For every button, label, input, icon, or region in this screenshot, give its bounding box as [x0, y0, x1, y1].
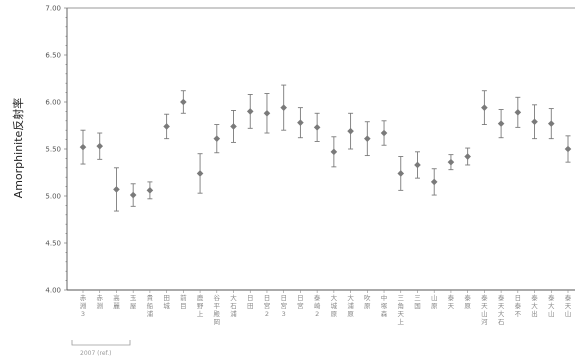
x-tick-label: 大城原 [331, 293, 338, 318]
y-tick-label: 4.00 [45, 287, 61, 295]
x-tick-label: 前目 [180, 293, 187, 310]
x-tick-label: 貴船浦 [147, 293, 154, 318]
x-tick-label: 玉屋 [130, 294, 137, 310]
y-tick-label: 7.00 [45, 5, 61, 13]
x-tick-label: 田城 [163, 294, 170, 310]
x-tick-label: 日泰不 [515, 294, 522, 318]
x-tick-label: 日宮 2 [264, 294, 271, 318]
x-tick-label: 大石浦 [230, 293, 237, 318]
data-point [430, 178, 438, 186]
data-point [129, 191, 137, 199]
data-point [280, 104, 287, 111]
x-tick-label: 泰天山 [565, 293, 572, 318]
data-point [113, 186, 120, 193]
x-tick-label: 赤淵 3 [80, 294, 87, 318]
data-point [514, 109, 522, 116]
x-tick-label: 吹原 [364, 293, 371, 310]
data-marks [79, 84, 572, 212]
data-point [397, 170, 405, 177]
data-point [481, 104, 488, 111]
data-point [163, 123, 170, 130]
data-point [380, 129, 388, 137]
data-point [330, 148, 338, 156]
x-tick-label: 日宮 [297, 294, 304, 310]
x-tick-label: 泰崎 2 [314, 293, 321, 318]
data-point [96, 142, 104, 150]
x-tick-label: 三国 [414, 294, 421, 310]
data-point [447, 158, 455, 166]
x-tick-label: 高麗 [113, 293, 120, 310]
y-tick-label: 6.00 [45, 99, 61, 107]
x-tick-label: 泰天山河 [481, 293, 488, 326]
y-axis-label: Amorphinite反射率 [11, 98, 25, 199]
footnote-text: 2007 (ref.) [80, 350, 111, 357]
x-tick-label: 三角天上 [398, 294, 405, 326]
y-tick-label: 5.50 [45, 146, 61, 154]
x-tick-label: 泰天大石 [498, 293, 505, 326]
data-point [414, 161, 421, 169]
x-tick-label: 谷平殿岡 [214, 293, 221, 326]
data-point [564, 145, 572, 153]
data-point [79, 143, 87, 151]
data-point [230, 123, 237, 130]
y-tick-label: 4.50 [45, 240, 61, 248]
x-tick-label: 日田 [247, 294, 254, 310]
chart-axes [64, 7, 575, 293]
x-tick-label: 泰大山 [548, 293, 555, 318]
y-tick-label: 5.00 [45, 193, 61, 201]
data-point [246, 108, 254, 115]
data-point [146, 187, 154, 194]
y-tick-label: 6.50 [45, 52, 61, 60]
data-point [497, 120, 505, 127]
x-tick-label: 泰天 [448, 293, 455, 310]
data-point [213, 135, 221, 142]
x-tick-label: 鹿野上 [197, 293, 204, 318]
data-point [347, 127, 354, 135]
data-point [263, 109, 271, 117]
x-tick-label: 赤淵 [96, 294, 103, 310]
x-tick-label: 泰大出 [531, 293, 538, 318]
data-point [297, 119, 304, 126]
data-point [313, 124, 321, 131]
data-point [547, 120, 555, 127]
data-point [180, 98, 187, 106]
y-tick-labels: 4.00 4.50 5.00 5.50 6.00 6.50 7.00 [45, 5, 61, 295]
data-point [196, 170, 204, 177]
data-point [364, 135, 371, 142]
x-axis-annotation: 2007 (ref.) [71, 340, 131, 357]
x-tick-label: 泰原 [464, 293, 471, 310]
x-tick-label: 大浦原 [347, 293, 354, 318]
data-point [531, 118, 538, 126]
data-point [464, 153, 471, 160]
x-tick-label: 中塚森 [381, 293, 388, 318]
x-tick-label: 日宮 3 [280, 294, 287, 318]
x-tick-label: 山原 [431, 293, 438, 310]
